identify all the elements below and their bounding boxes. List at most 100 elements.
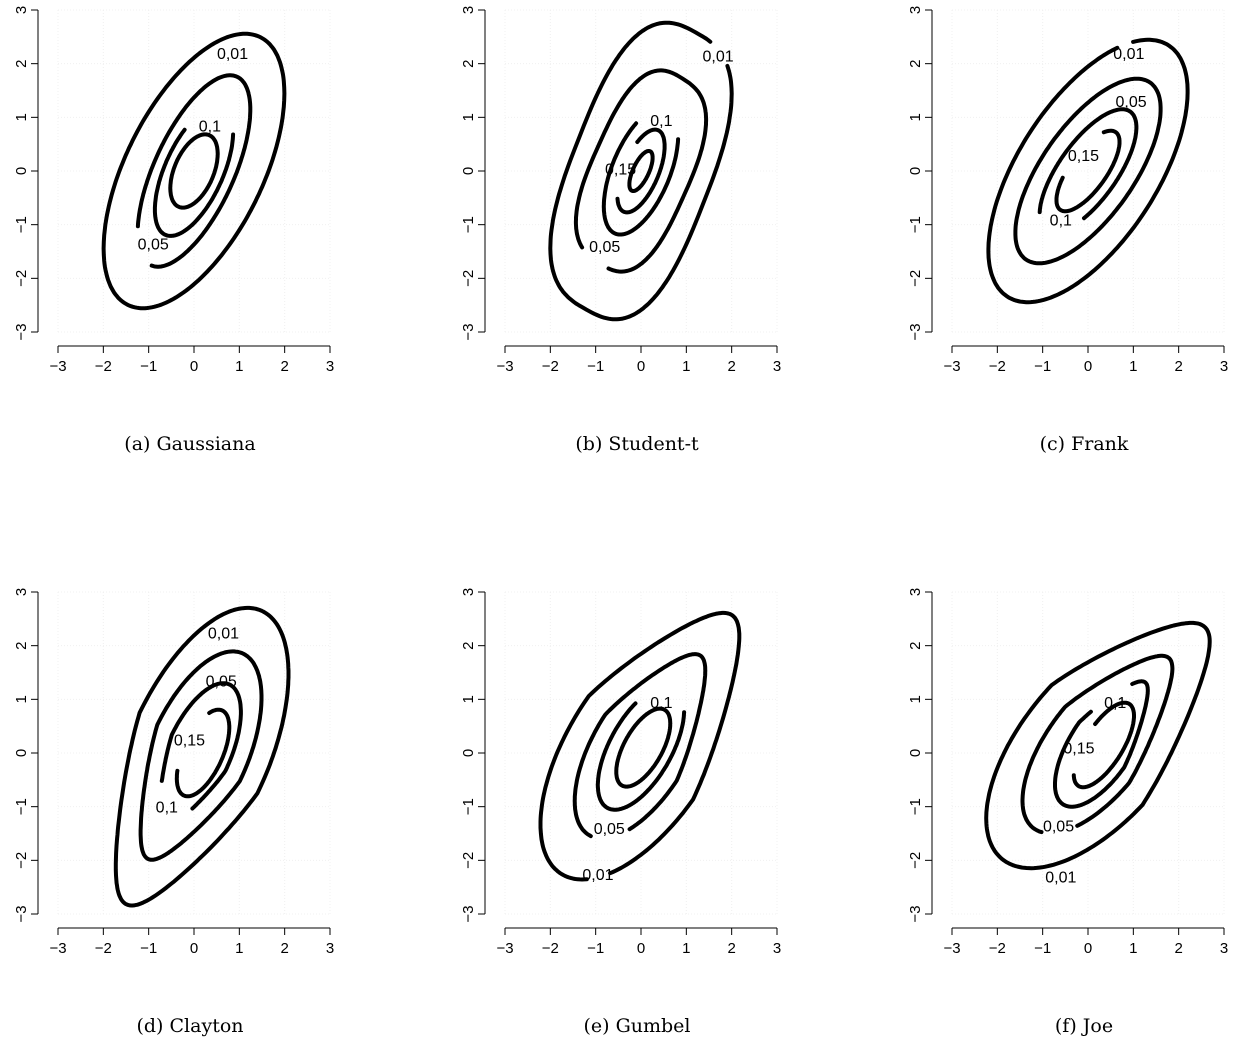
y-tick-label: 2 xyxy=(907,59,924,67)
x-tick-label: −2 xyxy=(989,940,1006,957)
contour-label: 0,1 xyxy=(199,118,221,135)
x-tick-label: 3 xyxy=(773,940,781,957)
y-tick-label: 2 xyxy=(460,59,477,67)
y-tick-label: 3 xyxy=(460,588,477,596)
y-tick-label: −1 xyxy=(13,216,30,233)
x-tick-label: −2 xyxy=(542,940,559,957)
y-tick-label: 1 xyxy=(13,113,30,121)
contour-line-0_05 xyxy=(1020,653,1175,835)
x-tick-label: −3 xyxy=(49,358,66,375)
contour-line-0_1 xyxy=(595,701,687,812)
contour-label: 0,15 xyxy=(1063,741,1094,758)
y-tick-label: 3 xyxy=(907,6,924,14)
y-tick-label: −1 xyxy=(460,798,477,815)
contour-label: 0,05 xyxy=(594,821,625,838)
y-tick-label: −1 xyxy=(907,798,924,815)
panel-caption: (a) Gaussiana xyxy=(124,433,255,455)
x-tick-label: 2 xyxy=(727,358,735,375)
y-tick-label: 1 xyxy=(907,113,924,121)
y-tick-label: 2 xyxy=(907,641,924,649)
panel-caption: (e) Gumbel xyxy=(583,1015,690,1037)
y-tick-label: 1 xyxy=(13,695,30,703)
y-tick-label: 1 xyxy=(907,695,924,703)
contour-label: 0,01 xyxy=(208,625,239,642)
x-tick-label: −3 xyxy=(49,940,66,957)
x-tick-label: −1 xyxy=(587,358,604,375)
x-tick-label: 1 xyxy=(1129,358,1137,375)
y-tick-label: 2 xyxy=(460,641,477,649)
contour-line-0_01 xyxy=(538,610,742,882)
y-tick-label: 2 xyxy=(13,59,30,67)
panels-group: −3 −2 −1 0 1 2 3 −3 −2 −1 0 1 2 3 0,01 0,05 0,1 (a) Gauss… xyxy=(13,6,1228,1037)
x-tick-label: 1 xyxy=(682,940,690,957)
x-tick-label: −1 xyxy=(587,940,604,957)
y-tick-label: −3 xyxy=(460,905,477,922)
panel-caption: (f) Joe xyxy=(1055,1015,1113,1037)
x-tick-label: 0 xyxy=(1084,358,1092,375)
x-tick-label: −2 xyxy=(989,358,1006,375)
contour-line-0_1 xyxy=(152,127,236,238)
x-tick-label: 1 xyxy=(235,940,243,957)
contour-label: 0,1 xyxy=(650,113,672,130)
x-tick-label: −3 xyxy=(496,358,513,375)
y-tick-label: −2 xyxy=(460,270,477,287)
x-tick-label: −3 xyxy=(943,358,960,375)
x-tick-label: 1 xyxy=(235,358,243,375)
contour-line-0_05 xyxy=(572,652,708,839)
contour-line-0_01 xyxy=(113,605,291,908)
x-tick-label: 2 xyxy=(280,940,288,957)
x-tick-label: 3 xyxy=(773,358,781,375)
x-tick-label: −2 xyxy=(542,358,559,375)
contour-label: 0,05 xyxy=(1043,818,1074,835)
contour-line-0_05 xyxy=(138,649,264,862)
contour-line-0_1 xyxy=(159,681,243,811)
x-tick-label: −1 xyxy=(140,940,157,957)
panel-3: −3 −2 −1 0 1 2 3 −3 −2 −1 0 1 2 3 0,01 0,05 0,1 0,15 (c) F… xyxy=(907,6,1228,455)
y-tick-label: −3 xyxy=(13,905,30,922)
panel-2: −3 −2 −1 0 1 2 3 −3 −2 −1 0 1 2 3 0,01 0,05 0,1 0,15 (b) S… xyxy=(460,6,781,455)
contour-line-0_15 xyxy=(615,127,667,215)
contour-label: 0,01 xyxy=(1113,46,1144,63)
y-tick-label: −2 xyxy=(907,852,924,869)
contour-line-0_15 xyxy=(174,707,232,799)
contour-line-0_1 xyxy=(601,121,681,237)
y-tick-label: −1 xyxy=(907,216,924,233)
y-tick-label: 0 xyxy=(13,749,30,757)
contour-label: 0,01 xyxy=(1045,869,1076,886)
contour-line-0_01 xyxy=(984,620,1212,871)
contour-label: 0,1 xyxy=(156,800,178,817)
panel-caption: (b) Student-t xyxy=(575,433,699,455)
contour-line-0_15 xyxy=(1054,128,1122,214)
contour-line-0_2 xyxy=(627,149,655,193)
y-tick-label: 3 xyxy=(460,6,477,14)
contour-line-0_15 xyxy=(1071,700,1136,790)
x-tick-label: −1 xyxy=(1034,358,1051,375)
y-tick-label: −3 xyxy=(907,323,924,340)
contour-line-0_01 xyxy=(986,37,1190,305)
contour-label: 0,15 xyxy=(174,733,205,750)
y-tick-label: −2 xyxy=(460,852,477,869)
y-tick-label: 0 xyxy=(907,749,924,757)
contour-line-0_1 xyxy=(1053,679,1150,809)
x-tick-label: −3 xyxy=(496,940,513,957)
y-tick-label: 3 xyxy=(13,6,30,14)
y-tick-label: 1 xyxy=(460,113,477,121)
contour-line-0_15 xyxy=(168,132,220,210)
y-tick-label: 1 xyxy=(460,695,477,703)
contour-label: 0,05 xyxy=(138,236,169,253)
contour-line-0_1 xyxy=(1037,107,1139,221)
x-tick-label: 2 xyxy=(1174,940,1182,957)
x-tick-label: 2 xyxy=(280,358,288,375)
x-tick-label: 0 xyxy=(1084,940,1092,957)
x-tick-label: 3 xyxy=(326,358,334,375)
x-tick-label: 3 xyxy=(1220,940,1228,957)
y-tick-label: 0 xyxy=(13,167,30,175)
y-tick-label: −1 xyxy=(460,216,477,233)
panel-caption: (d) Clayton xyxy=(136,1015,243,1037)
x-tick-label: −1 xyxy=(1034,940,1051,957)
x-tick-label: −2 xyxy=(95,358,112,375)
x-tick-label: −3 xyxy=(943,940,960,957)
y-tick-label: −2 xyxy=(13,852,30,869)
